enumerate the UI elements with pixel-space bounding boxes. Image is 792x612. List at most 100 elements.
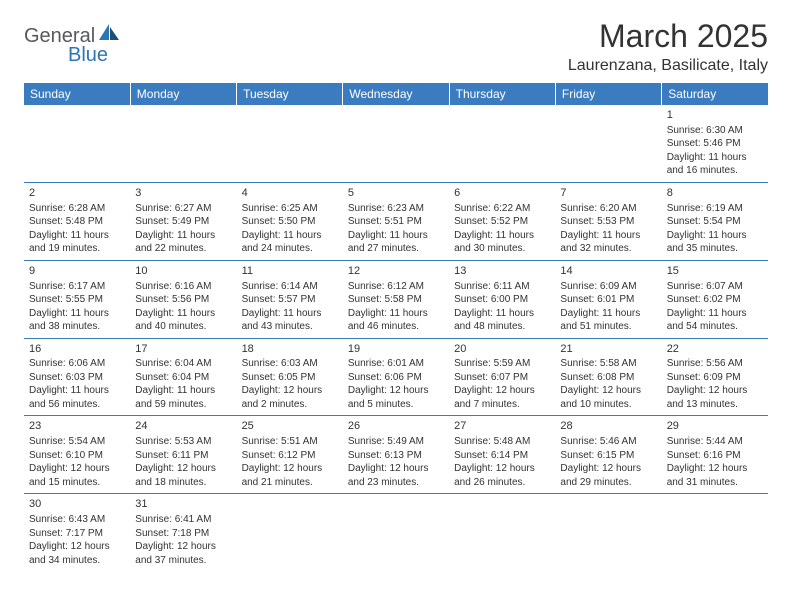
cell-line: and 13 minutes. (667, 398, 763, 412)
calendar-cell: 29Sunrise: 5:44 AMSunset: 6:16 PMDayligh… (662, 416, 768, 494)
calendar-cell: 23Sunrise: 5:54 AMSunset: 6:10 PMDayligh… (24, 416, 130, 494)
cell-line: Sunrise: 6:09 AM (560, 280, 656, 294)
location: Laurenzana, Basilicate, Italy (568, 57, 768, 75)
cell-line: Sunrise: 5:44 AM (667, 435, 763, 449)
calendar-cell: 4Sunrise: 6:25 AMSunset: 5:50 PMDaylight… (237, 182, 343, 260)
cell-line: Sunrise: 6:14 AM (242, 280, 338, 294)
cell-line: Sunset: 5:57 PM (242, 293, 338, 307)
day-number: 20 (454, 342, 550, 357)
day-number: 6 (454, 186, 550, 201)
calendar-cell (343, 105, 449, 182)
cell-line: Daylight: 12 hours (667, 462, 763, 476)
calendar-cell: 6Sunrise: 6:22 AMSunset: 5:52 PMDaylight… (449, 182, 555, 260)
dayname-header: Thursday (449, 83, 555, 105)
cell-line: Sunrise: 6:12 AM (348, 280, 444, 294)
dayname-header: Sunday (24, 83, 130, 105)
day-number: 31 (135, 497, 231, 512)
cell-line: Sunrise: 5:48 AM (454, 435, 550, 449)
calendar-cell (130, 105, 236, 182)
dayname-header: Friday (555, 83, 661, 105)
cell-line: Sunset: 5:50 PM (242, 215, 338, 229)
cell-line: and 5 minutes. (348, 398, 444, 412)
cell-line: Daylight: 11 hours (135, 229, 231, 243)
cell-line: Daylight: 11 hours (348, 229, 444, 243)
cell-line: Sunrise: 5:51 AM (242, 435, 338, 449)
day-number: 12 (348, 264, 444, 279)
header: General March 2025 Laurenzana, Basilicat… (24, 18, 768, 75)
calendar-cell: 31Sunrise: 6:41 AMSunset: 7:18 PMDayligh… (130, 494, 236, 571)
day-number: 2 (29, 186, 125, 201)
cell-line: Daylight: 11 hours (29, 229, 125, 243)
calendar-cell: 3Sunrise: 6:27 AMSunset: 5:49 PMDaylight… (130, 182, 236, 260)
calendar-cell: 18Sunrise: 6:03 AMSunset: 6:05 PMDayligh… (237, 338, 343, 416)
cell-line: Daylight: 12 hours (348, 462, 444, 476)
cell-line: and 34 minutes. (29, 554, 125, 568)
cell-line: Daylight: 11 hours (29, 307, 125, 321)
cell-line: and 37 minutes. (135, 554, 231, 568)
calendar-cell (343, 494, 449, 571)
day-number: 7 (560, 186, 656, 201)
day-number: 30 (29, 497, 125, 512)
calendar-cell: 8Sunrise: 6:19 AMSunset: 5:54 PMDaylight… (662, 182, 768, 260)
cell-line: Sunset: 6:11 PM (135, 449, 231, 463)
cell-line: Daylight: 11 hours (560, 229, 656, 243)
cell-line: and 16 minutes. (667, 164, 763, 178)
cell-line: Sunrise: 6:03 AM (242, 357, 338, 371)
cell-line: Sunset: 6:14 PM (454, 449, 550, 463)
day-number: 25 (242, 419, 338, 434)
day-number: 19 (348, 342, 444, 357)
cell-line: and 30 minutes. (454, 242, 550, 256)
calendar-cell: 24Sunrise: 5:53 AMSunset: 6:11 PMDayligh… (130, 416, 236, 494)
cell-line: Sunset: 6:08 PM (560, 371, 656, 385)
calendar-cell (237, 494, 343, 571)
calendar-cell: 10Sunrise: 6:16 AMSunset: 5:56 PMDayligh… (130, 260, 236, 338)
day-number: 15 (667, 264, 763, 279)
cell-line: Daylight: 12 hours (348, 384, 444, 398)
cell-line: Sunrise: 6:25 AM (242, 202, 338, 216)
day-number: 13 (454, 264, 550, 279)
logo-text-blue: Blue (68, 44, 108, 67)
cell-line: Daylight: 12 hours (667, 384, 763, 398)
cell-line: Sunset: 6:01 PM (560, 293, 656, 307)
cell-line: Sunset: 6:07 PM (454, 371, 550, 385)
cell-line: Sunrise: 5:49 AM (348, 435, 444, 449)
day-number: 23 (29, 419, 125, 434)
day-number: 17 (135, 342, 231, 357)
day-number: 16 (29, 342, 125, 357)
cell-line: Daylight: 11 hours (29, 384, 125, 398)
cell-line: and 29 minutes. (560, 476, 656, 490)
calendar-cell: 5Sunrise: 6:23 AMSunset: 5:51 PMDaylight… (343, 182, 449, 260)
cell-line: Sunrise: 6:17 AM (29, 280, 125, 294)
day-number: 22 (667, 342, 763, 357)
dayname-header: Saturday (662, 83, 768, 105)
cell-line: Sunset: 6:06 PM (348, 371, 444, 385)
day-number: 24 (135, 419, 231, 434)
cell-line: Sunset: 6:16 PM (667, 449, 763, 463)
cell-line: Sunrise: 6:30 AM (667, 124, 763, 138)
cell-line: and 54 minutes. (667, 320, 763, 334)
cell-line: Daylight: 12 hours (454, 462, 550, 476)
day-number: 28 (560, 419, 656, 434)
calendar-cell (24, 105, 130, 182)
cell-line: Sunset: 5:46 PM (667, 137, 763, 151)
cell-line: and 27 minutes. (348, 242, 444, 256)
calendar-cell: 22Sunrise: 5:56 AMSunset: 6:09 PMDayligh… (662, 338, 768, 416)
cell-line: and 7 minutes. (454, 398, 550, 412)
cell-line: Sunset: 5:51 PM (348, 215, 444, 229)
cell-line: Daylight: 12 hours (135, 540, 231, 554)
cell-line: Daylight: 11 hours (454, 229, 550, 243)
calendar-cell (662, 494, 768, 571)
calendar-cell: 28Sunrise: 5:46 AMSunset: 6:15 PMDayligh… (555, 416, 661, 494)
cell-line: Sunset: 6:12 PM (242, 449, 338, 463)
cell-line: Sunrise: 6:20 AM (560, 202, 656, 216)
cell-line: Sunset: 5:49 PM (135, 215, 231, 229)
cell-line: Sunset: 7:17 PM (29, 527, 125, 541)
cell-line: Sunrise: 6:41 AM (135, 513, 231, 527)
cell-line: Daylight: 11 hours (560, 307, 656, 321)
calendar-cell: 16Sunrise: 6:06 AMSunset: 6:03 PMDayligh… (24, 338, 130, 416)
day-number: 29 (667, 419, 763, 434)
day-number: 1 (667, 108, 763, 123)
calendar-cell: 30Sunrise: 6:43 AMSunset: 7:17 PMDayligh… (24, 494, 130, 571)
cell-line: and 10 minutes. (560, 398, 656, 412)
calendar-cell: 20Sunrise: 5:59 AMSunset: 6:07 PMDayligh… (449, 338, 555, 416)
